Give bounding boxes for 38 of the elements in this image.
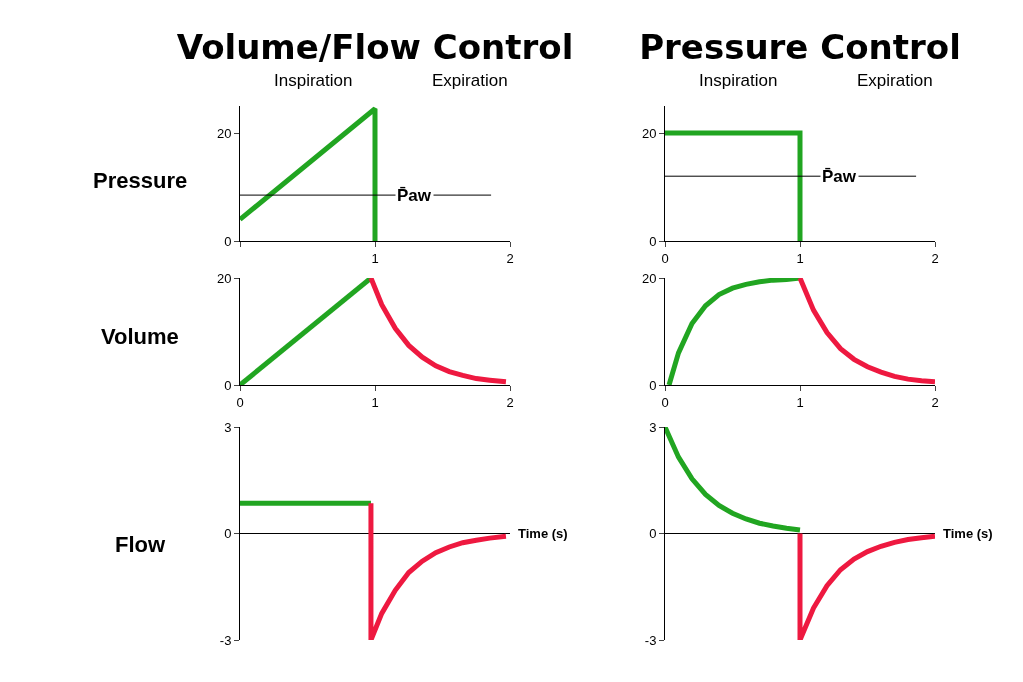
text: Inspiration — [699, 71, 778, 90]
y-tick-label: 0 — [224, 526, 232, 542]
y-axis-title: Volume — [101, 324, 179, 349]
chart-title: Pressure Control — [639, 26, 961, 67]
text: Expiration — [857, 71, 933, 90]
y-axis-title: Flow — [115, 532, 166, 557]
y-tick-label: 20 — [216, 270, 232, 286]
x-axis-title: Time (s) — [943, 526, 993, 541]
x-tick-label: 0 — [236, 394, 244, 410]
x-tick-label: 2 — [506, 250, 514, 266]
x-axis-title: Time (s) — [518, 526, 568, 541]
x-tick-label: 2 — [506, 394, 514, 410]
y-tick-label: 0 — [224, 233, 232, 249]
ref-line-label: P̄aw — [397, 186, 432, 205]
y-tick-label: 3 — [649, 419, 657, 435]
y-tick-label: 0 — [224, 377, 232, 393]
y-tick-label: 0 — [649, 526, 657, 542]
y-tick-label: -3 — [219, 632, 232, 648]
y-tick-label: 0 — [649, 377, 657, 393]
y-tick-label: 20 — [641, 270, 657, 286]
x-tick-label: 0 — [661, 250, 669, 266]
x-tick-label: 2 — [931, 394, 939, 410]
text: Expiration — [432, 71, 508, 90]
x-tick-label: 1 — [371, 394, 379, 410]
x-tick-label: 2 — [931, 250, 939, 266]
y-axis-title: Pressure — [93, 168, 188, 193]
y-tick-label: -3 — [644, 632, 657, 648]
x-tick-label: 1 — [796, 250, 804, 266]
y-tick-label: 20 — [641, 125, 657, 141]
x-tick-label: 1 — [371, 250, 379, 266]
chart-title: Volume/Flow Control — [176, 26, 574, 67]
x-tick-label: 1 — [796, 394, 804, 410]
ref-line-label: P̄aw — [822, 167, 857, 186]
y-tick-label: 0 — [649, 233, 657, 249]
text: Inspiration — [274, 71, 353, 90]
x-tick-label: 0 — [661, 394, 669, 410]
y-tick-label: 20 — [216, 125, 232, 141]
y-tick-label: 3 — [224, 419, 232, 435]
